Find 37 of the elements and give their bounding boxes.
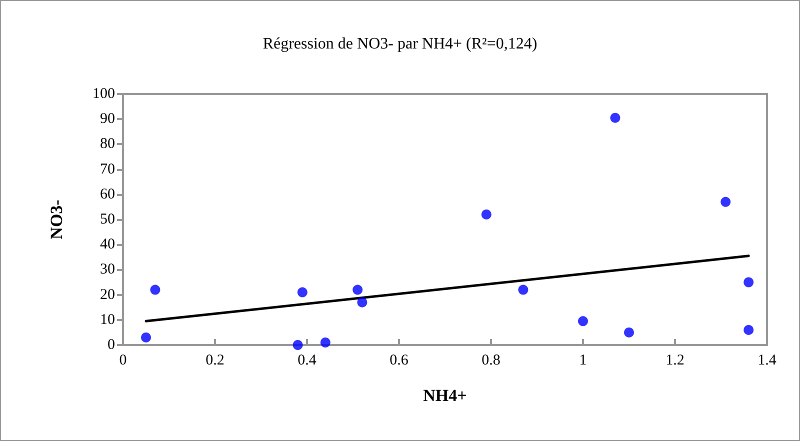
x-tick-label: 0.2 [206,352,224,368]
point [610,112,620,123]
y-tick-label: 40 [100,236,115,253]
y-tick-label: 60 [100,186,115,202]
point [624,327,634,338]
x-axis-title: NH4+ [423,386,467,405]
y-tick-label: 50 [100,212,115,228]
y-tick-label: 20 [100,286,115,303]
x-tick-label: 0 [119,352,127,368]
point [481,209,492,220]
point [357,297,368,308]
point [297,287,308,298]
y-axis-title: NO3- [47,199,66,240]
y-tick-label: 90 [100,111,115,128]
x-tick-label: 0.4 [298,352,317,368]
y-tick-label: 80 [100,136,115,152]
point [578,316,588,326]
x-tick-label: 1.2 [666,352,684,368]
y-tick-label: 100 [92,86,115,102]
x-tick-label: 1 [579,352,587,368]
point [141,332,151,342]
point [744,324,754,335]
y-tick-label: 0 [108,337,115,353]
point [518,284,528,295]
point [292,340,303,350]
y-tick-label: 10 [100,312,115,328]
y-tick-label: 30 [100,262,115,278]
point [720,196,731,207]
point [352,284,363,295]
x-tick-label: 1.4 [758,352,777,368]
point [320,337,330,348]
point [744,277,754,288]
chart-title: Régression de NO3- par NH4+ (R²=0,124) [262,36,538,52]
point [150,284,160,295]
y-tick-label: 70 [100,161,115,178]
x-tick-label: 0.8 [482,352,500,368]
x-tick-label: 0.6 [390,352,409,368]
